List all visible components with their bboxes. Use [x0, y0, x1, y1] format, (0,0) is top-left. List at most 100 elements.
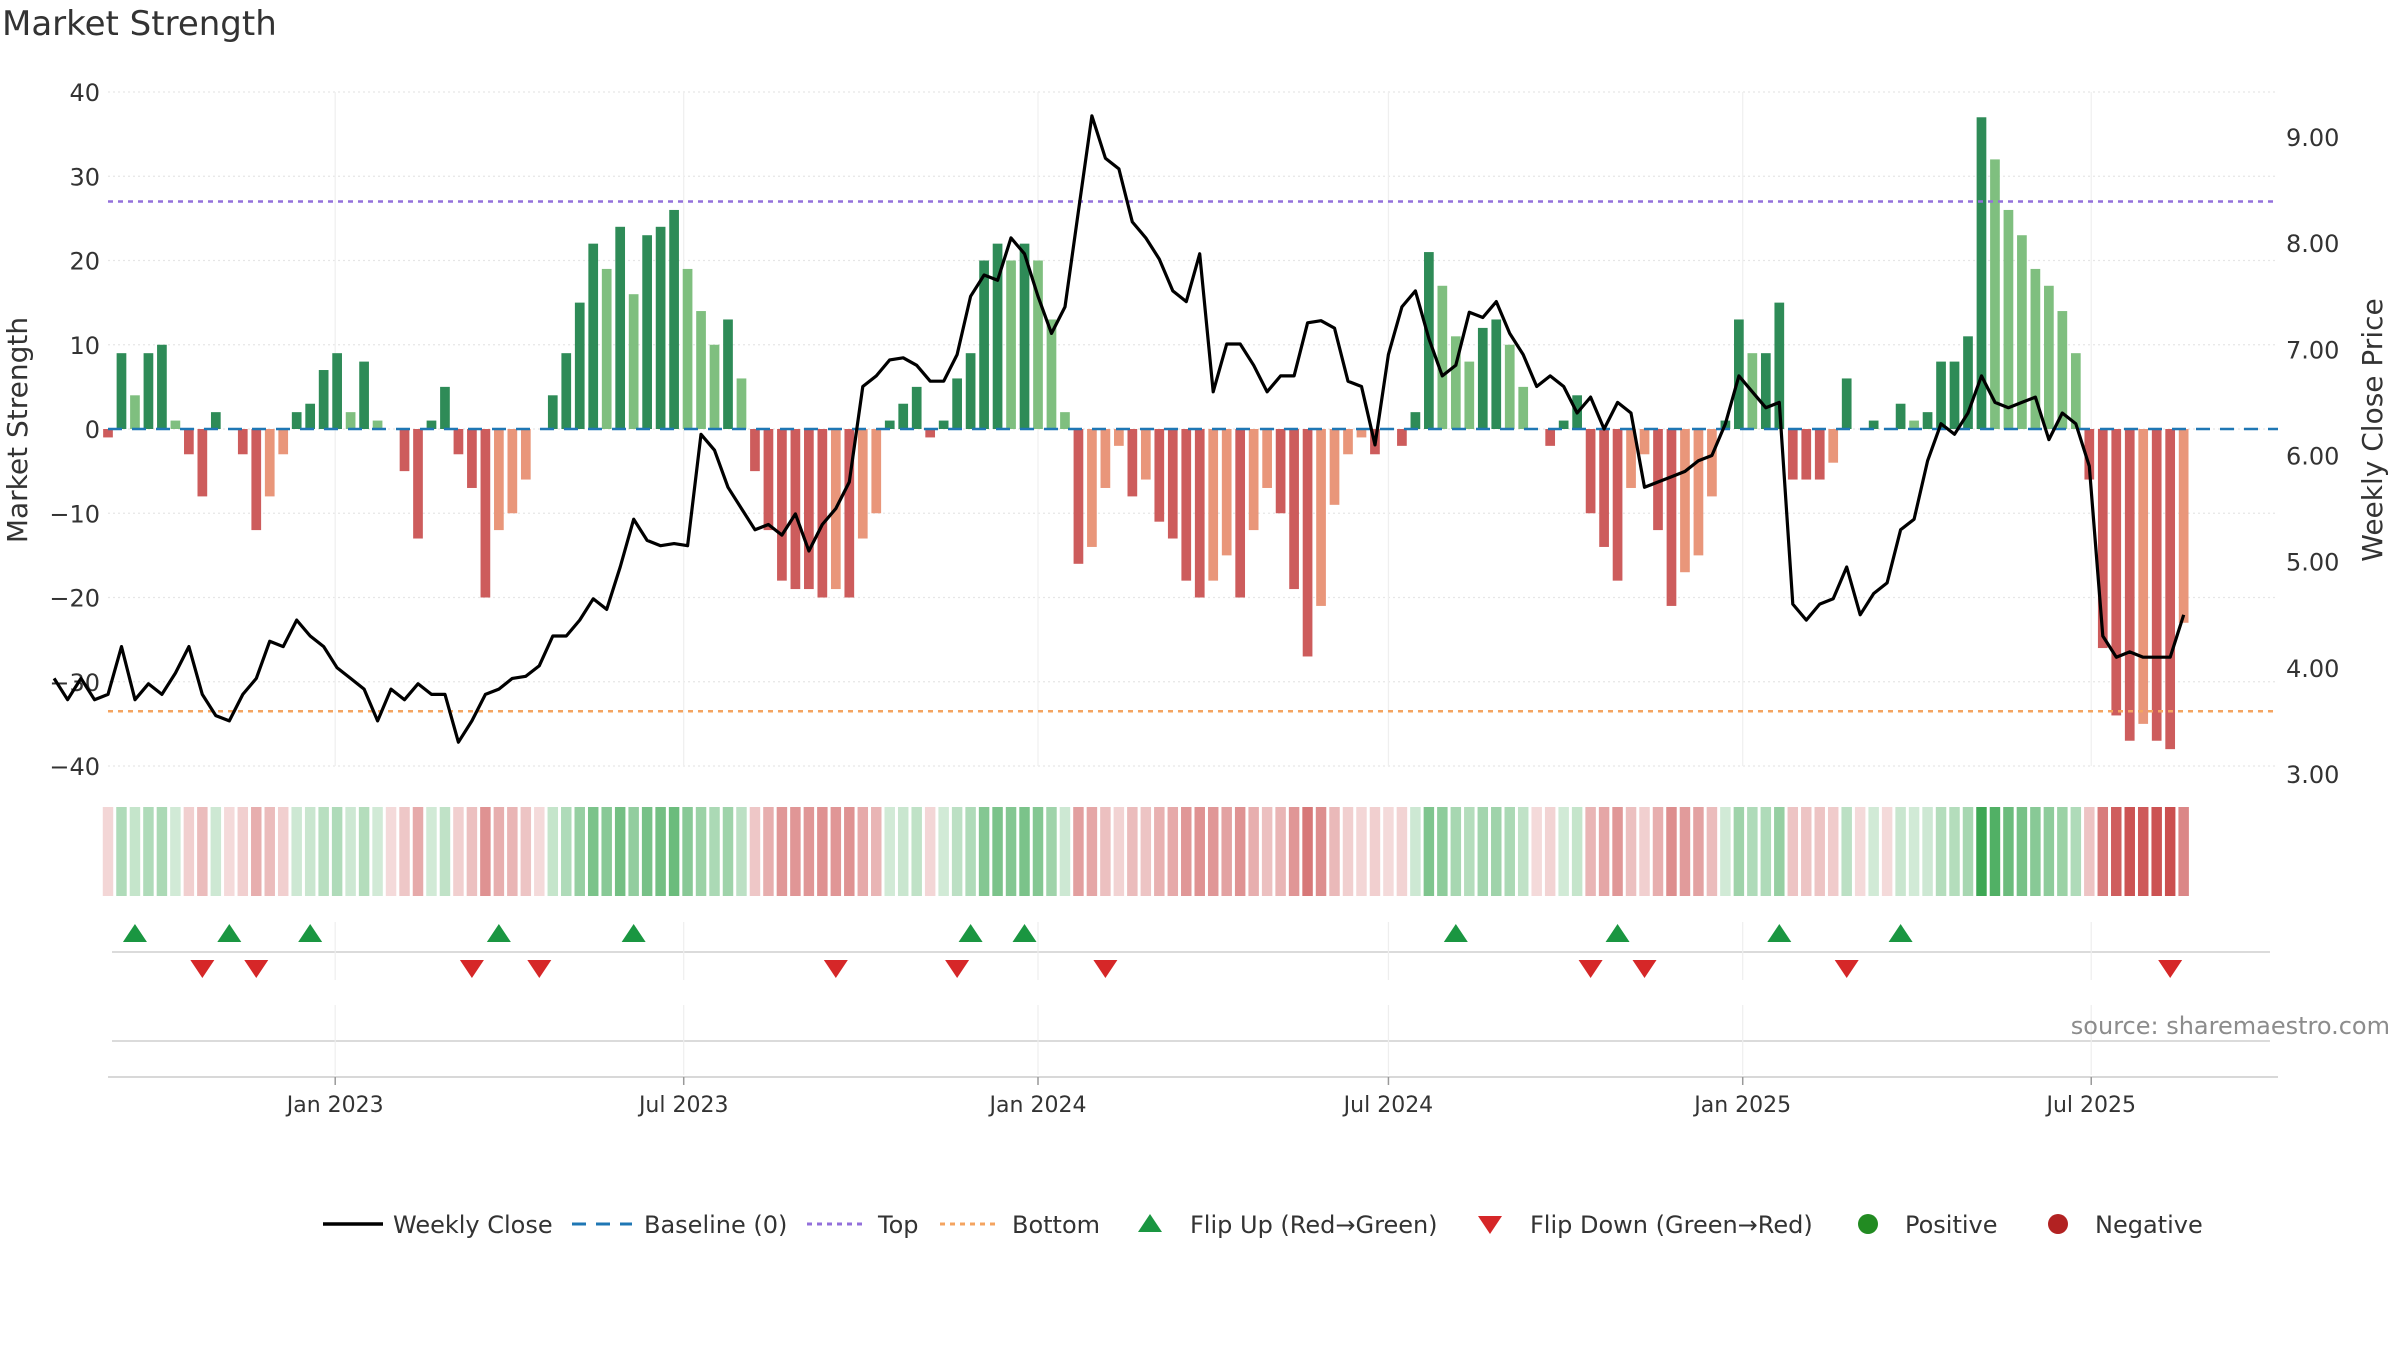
strength-bar [628, 294, 639, 429]
flip-up-marker [621, 924, 646, 942]
flip-down-marker [1093, 960, 1118, 978]
legend-negative-swatch [2048, 1214, 2068, 1234]
strength-bar [696, 311, 706, 429]
flip-down-marker [244, 960, 269, 978]
strength-bar [844, 429, 855, 598]
heat-strip-cell [224, 807, 235, 896]
heat-strip-cell [736, 807, 747, 896]
strength-bar [1167, 429, 1178, 539]
heat-strip-cell [1666, 807, 1677, 896]
y-tick-label: 30 [69, 163, 100, 191]
strength-bar [1801, 429, 1812, 480]
strength-bar [709, 344, 720, 429]
strength-bar [1464, 361, 1475, 429]
heat-strip-cell [547, 807, 559, 896]
strength-bar [1316, 429, 1326, 606]
strength-bar [1734, 319, 1744, 429]
strength-bar [1127, 429, 1138, 497]
heat-strip-cell [331, 807, 343, 896]
heat-strip-cell [1423, 807, 1435, 896]
heat-strip-cell [1881, 807, 1893, 896]
strength-bar [1949, 361, 1960, 429]
strength-bar [911, 386, 922, 429]
heat-strip-cell [1356, 807, 1367, 896]
heat-strip-cell [1234, 807, 1246, 896]
y2-tick-label: 4.00 [2286, 655, 2339, 683]
strength-bar [1060, 412, 1070, 429]
strength-bar [1922, 412, 1933, 429]
heat-strip-cell [480, 807, 491, 896]
heat-strip-cell [2043, 807, 2055, 896]
heat-strip-cell [1854, 807, 1866, 896]
strength-bar [1545, 429, 1556, 446]
strength-bar [1909, 420, 1919, 429]
heat-strip-cell [1127, 807, 1138, 896]
heat-strip-cell [1464, 807, 1475, 896]
strength-bar [1976, 117, 1987, 430]
heat-strip-cell [1248, 807, 1259, 896]
y-tick-label: 0 [85, 416, 100, 444]
heat-strip-cell [102, 807, 114, 896]
heat-strip-cell [844, 807, 855, 896]
heat-strip-cell [2084, 807, 2095, 896]
heat-strip-cell [601, 807, 612, 896]
strength-bar [1019, 243, 1030, 429]
heat-strip-cell [116, 807, 127, 896]
heat-strip-cell [965, 807, 976, 896]
strength-bar [2017, 235, 2027, 429]
heat-strip-cell [803, 807, 815, 896]
strength-bar [170, 420, 181, 429]
flip-up-marker [122, 924, 147, 942]
strength-bar [1558, 420, 1569, 429]
strength-bar [264, 429, 275, 497]
flip-down-marker [459, 960, 484, 978]
heat-strip-cell [1140, 807, 1152, 896]
strength-bar [1774, 302, 1785, 429]
legend-flip-up-swatch [1138, 1214, 1162, 1232]
flip-up-marker [1767, 924, 1792, 942]
heat-strip-cell [641, 807, 653, 896]
heat-strip-cell [1005, 807, 1017, 896]
strength-bar [453, 429, 464, 455]
heat-strip-cell [1437, 807, 1448, 896]
heat-strip-cell [2111, 807, 2122, 896]
strength-bar [723, 319, 733, 429]
legend-positive-label: Positive [1905, 1211, 1998, 1239]
legend-flip-down-swatch [1478, 1216, 1502, 1234]
strength-bar [130, 395, 140, 429]
strength-bar [507, 429, 518, 514]
strength-bar [251, 429, 262, 531]
x-tick-label: Jul 2025 [2044, 1093, 2136, 1118]
strength-bar [1653, 429, 1663, 531]
strength-bar [2151, 429, 2162, 741]
heat-strip-cell [561, 807, 572, 896]
heat-strip-cell [1949, 807, 1960, 896]
strength-bar [857, 429, 868, 539]
heat-strip-cell [1976, 807, 1987, 896]
strength-bar [440, 386, 450, 429]
heat-strip-cell [534, 807, 545, 896]
strength-bar [237, 429, 248, 455]
strength-bar [1707, 429, 1717, 497]
strength-bar [561, 353, 572, 429]
heat-strip-cell [830, 807, 842, 896]
strength-bar [1221, 429, 1232, 556]
heat-strip-cell [1787, 807, 1799, 896]
heat-strip-cell [1585, 807, 1596, 896]
heat-strip-cell [1922, 807, 1933, 896]
heat-strip-cell [1086, 807, 1098, 896]
heat-strip-cell [493, 807, 505, 896]
heat-strip-cell [1410, 807, 1421, 896]
strength-bar [2044, 285, 2054, 429]
strength-bar [1114, 429, 1124, 446]
heat-strip-cell [2070, 807, 2082, 896]
heat-strip-cell [857, 807, 869, 896]
strength-bar [1329, 429, 1340, 505]
strength-bar [1626, 429, 1636, 488]
flip-up-marker [958, 924, 983, 942]
heat-strip-cell [951, 807, 963, 896]
x-tick-label: Jan 2025 [1692, 1093, 1791, 1118]
heat-strip-cell [1625, 807, 1637, 896]
legend-flip-down-label: Flip Down (Green→Red) [1530, 1211, 1813, 1239]
heat-strip-cell [2151, 807, 2162, 896]
